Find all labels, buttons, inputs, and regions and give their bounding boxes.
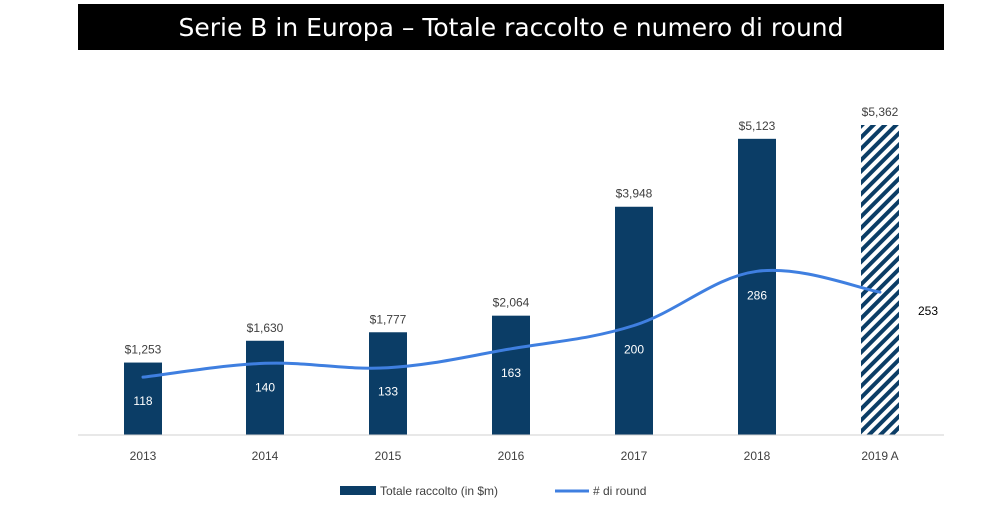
- category-label: 2019 A: [861, 449, 898, 463]
- rounds-value-label: 286: [747, 288, 767, 302]
- rounds-value-label: 163: [501, 366, 521, 380]
- bar-value-label: $1,253: [125, 343, 162, 357]
- rounds-value-label: 200: [624, 343, 644, 357]
- bar-2016: [492, 315, 530, 435]
- legend-label-line: # di round: [593, 484, 646, 498]
- rounds-value-label: 253: [918, 304, 938, 318]
- category-label: 2018: [744, 449, 771, 463]
- category-label: 2014: [252, 449, 279, 463]
- bar-2015: [369, 332, 407, 435]
- bar-value-label: $5,362: [862, 105, 899, 119]
- bar-value-label: $2,064: [493, 296, 530, 310]
- legend-swatch-bar: [340, 486, 376, 495]
- bar-value-label: $5,123: [739, 119, 776, 133]
- bar-2014: [246, 340, 284, 435]
- rounds-value-label: 133: [378, 385, 398, 399]
- legend-label-bar: Totale raccolto (in $m): [380, 484, 498, 498]
- rounds-value-label: 118: [133, 394, 152, 408]
- category-label: 2015: [375, 449, 402, 463]
- rounds-value-label: 140: [255, 380, 275, 394]
- bar-value-label: $1,630: [247, 321, 284, 335]
- category-label: 2013: [130, 449, 157, 463]
- category-label: 2016: [498, 449, 525, 463]
- category-label: 2017: [621, 449, 648, 463]
- rounds-line: [141, 268, 882, 379]
- bar-value-label: $3,948: [616, 187, 653, 201]
- bar-2018: [738, 138, 776, 435]
- chart-title: Serie B in Europa – Totale raccolto e nu…: [78, 4, 944, 50]
- bar-2019-a: [861, 125, 899, 435]
- bar-value-label: $1,777: [370, 312, 407, 326]
